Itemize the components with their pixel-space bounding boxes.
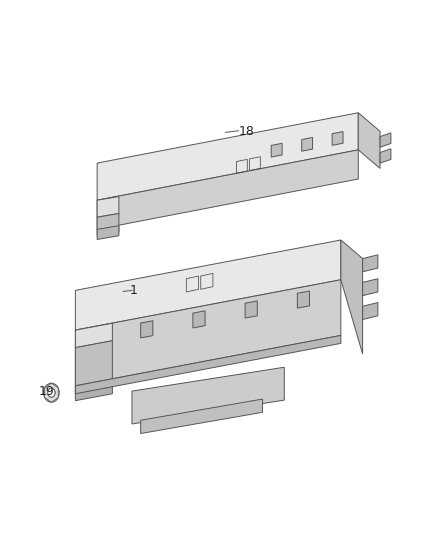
Polygon shape	[363, 279, 378, 296]
Polygon shape	[363, 255, 378, 272]
Polygon shape	[380, 149, 391, 163]
Text: 1: 1	[130, 284, 138, 297]
Polygon shape	[363, 303, 378, 319]
Polygon shape	[271, 143, 282, 157]
Circle shape	[44, 383, 59, 402]
Circle shape	[48, 389, 55, 397]
Text: 19: 19	[39, 385, 54, 398]
Polygon shape	[97, 150, 358, 229]
Polygon shape	[75, 335, 341, 394]
Polygon shape	[97, 225, 119, 239]
Polygon shape	[75, 280, 341, 386]
Polygon shape	[380, 133, 391, 147]
Polygon shape	[302, 138, 313, 151]
Polygon shape	[75, 379, 113, 401]
Polygon shape	[341, 240, 363, 354]
Polygon shape	[297, 291, 310, 308]
Polygon shape	[97, 197, 119, 217]
Polygon shape	[97, 214, 119, 236]
Polygon shape	[75, 240, 341, 330]
Polygon shape	[45, 383, 58, 402]
Polygon shape	[245, 301, 257, 318]
Polygon shape	[141, 321, 153, 338]
Polygon shape	[132, 367, 284, 424]
Polygon shape	[193, 311, 205, 328]
Polygon shape	[358, 113, 380, 168]
Circle shape	[47, 388, 55, 398]
Polygon shape	[75, 341, 113, 394]
Text: 18: 18	[239, 125, 254, 138]
Polygon shape	[75, 323, 113, 348]
Polygon shape	[332, 132, 343, 146]
Polygon shape	[141, 399, 262, 433]
Polygon shape	[97, 113, 358, 200]
